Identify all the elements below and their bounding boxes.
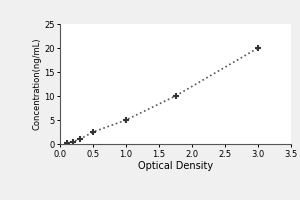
Y-axis label: Concentration(ng/mL): Concentration(ng/mL) — [32, 38, 41, 130]
X-axis label: Optical Density: Optical Density — [138, 161, 213, 171]
